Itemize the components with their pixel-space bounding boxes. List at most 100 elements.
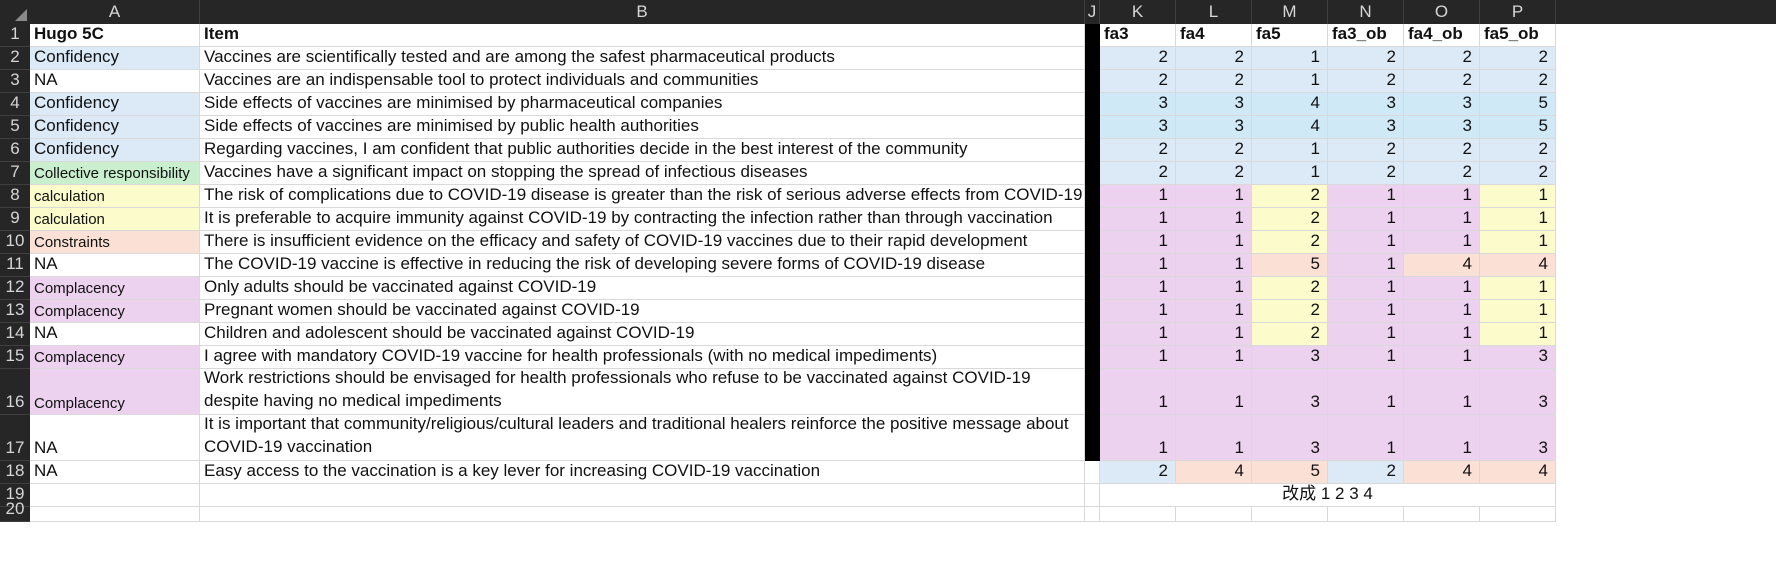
cell-p[interactable]: 1 (1480, 323, 1556, 346)
cell-o[interactable] (1404, 507, 1480, 522)
cell-k[interactable]: 3 (1100, 116, 1176, 139)
cell-j[interactable] (1085, 415, 1100, 461)
cell-m[interactable]: 4 (1252, 116, 1328, 139)
cell-m[interactable]: 2 (1252, 231, 1328, 254)
cell-n[interactable]: 1 (1328, 254, 1404, 277)
cell-p[interactable]: 1 (1480, 277, 1556, 300)
cell-n[interactable]: fa3_ob (1328, 24, 1404, 47)
cell-l[interactable]: 1 (1176, 208, 1252, 231)
cell-m[interactable]: 5 (1252, 461, 1328, 484)
cell-o[interactable]: 2 (1404, 162, 1480, 185)
cell-k[interactable]: 1 (1100, 208, 1176, 231)
cell-n[interactable] (1328, 507, 1404, 522)
cell-b[interactable]: Easy access to the vaccination is a key … (200, 461, 1085, 484)
cell-k[interactable]: 1 (1100, 277, 1176, 300)
cell-n[interactable]: 2 (1328, 461, 1404, 484)
cell-o[interactable]: 1 (1404, 231, 1480, 254)
cell-l[interactable]: 2 (1176, 70, 1252, 93)
cell-b[interactable] (200, 484, 1085, 507)
cell-m[interactable]: fa5 (1252, 24, 1328, 47)
cell-j[interactable] (1085, 24, 1100, 47)
cell-b[interactable]: The COVID-19 vaccine is effective in red… (200, 254, 1085, 277)
cell-k[interactable]: 1 (1100, 323, 1176, 346)
cell-l[interactable]: 3 (1176, 93, 1252, 116)
cell-m[interactable]: 5 (1252, 254, 1328, 277)
cell-k[interactable]: 1 (1100, 369, 1176, 415)
cell-b[interactable]: Side effects of vaccines are minimised b… (200, 93, 1085, 116)
cell-n[interactable]: 2 (1328, 162, 1404, 185)
row-header[interactable]: 2 (0, 47, 30, 70)
cell-m[interactable]: 3 (1252, 346, 1328, 369)
cell-n[interactable]: 1 (1328, 185, 1404, 208)
row-header[interactable]: 7 (0, 162, 30, 185)
cell-p[interactable]: 2 (1480, 162, 1556, 185)
cell-a[interactable]: Complacency (30, 369, 200, 415)
cell-p[interactable]: fa5_ob (1480, 24, 1556, 47)
cell-j[interactable] (1085, 162, 1100, 185)
cell-o[interactable]: 1 (1404, 415, 1480, 461)
cell-b[interactable]: There is insufficient evidence on the ef… (200, 231, 1085, 254)
cell-b[interactable]: I agree with mandatory COVID-19 vaccine … (200, 346, 1085, 369)
row-header[interactable]: 9 (0, 208, 30, 231)
cell-p[interactable]: 5 (1480, 116, 1556, 139)
row-header[interactable]: 17 (0, 415, 30, 461)
cell-n[interactable]: 2 (1328, 47, 1404, 70)
cell-o[interactable]: 1 (1404, 300, 1480, 323)
cell-b[interactable]: It is important that community/religious… (200, 415, 1085, 461)
cell-p[interactable]: 2 (1480, 139, 1556, 162)
cell-n[interactable]: 1 (1328, 415, 1404, 461)
cell-j[interactable] (1085, 323, 1100, 346)
cell-n[interactable]: 1 (1328, 277, 1404, 300)
cell-m[interactable]: 1 (1252, 47, 1328, 70)
cell-l[interactable]: 1 (1176, 346, 1252, 369)
cell-a[interactable]: NA (30, 323, 200, 346)
cell-n[interactable]: 1 (1328, 300, 1404, 323)
cell-b[interactable]: Item (200, 24, 1085, 47)
cell-o[interactable]: 4 (1404, 461, 1480, 484)
column-header-k[interactable]: K (1100, 0, 1176, 24)
row-header[interactable]: 16 (0, 369, 30, 415)
cell-m[interactable]: 4 (1252, 93, 1328, 116)
cell-o[interactable]: 1 (1404, 369, 1480, 415)
column-header-n[interactable]: N (1328, 0, 1404, 24)
cell-a[interactable]: Constraints (30, 231, 200, 254)
cell-l[interactable]: 1 (1176, 415, 1252, 461)
cell-n[interactable]: 1 (1328, 346, 1404, 369)
cell-l[interactable]: 2 (1176, 47, 1252, 70)
cell-b[interactable]: Work restrictions should be envisaged fo… (200, 369, 1085, 415)
cell-b[interactable] (200, 507, 1085, 522)
column-header-m[interactable]: M (1252, 0, 1328, 24)
cell-p[interactable] (1480, 507, 1556, 522)
cell-a[interactable] (30, 507, 200, 522)
cell-o[interactable]: 2 (1404, 139, 1480, 162)
cell-j[interactable] (1085, 277, 1100, 300)
column-header-p[interactable]: P (1480, 0, 1556, 24)
cell-j[interactable] (1085, 231, 1100, 254)
cell-l[interactable]: 2 (1176, 139, 1252, 162)
cell-b[interactable]: The risk of complications due to COVID-1… (200, 185, 1085, 208)
cell-o[interactable]: 1 (1404, 277, 1480, 300)
cell-a[interactable]: NA (30, 415, 200, 461)
cell-k[interactable]: 2 (1100, 139, 1176, 162)
cell-l[interactable]: 4 (1176, 461, 1252, 484)
row-header[interactable]: 19 (0, 484, 30, 507)
cell-k[interactable]: 1 (1100, 346, 1176, 369)
cell-j[interactable] (1085, 507, 1100, 522)
cell-p[interactable]: 1 (1480, 185, 1556, 208)
cell-o[interactable]: 1 (1404, 185, 1480, 208)
cell-p[interactable]: 1 (1480, 231, 1556, 254)
column-header-b[interactable]: B (200, 0, 1085, 24)
column-header-o[interactable]: O (1404, 0, 1480, 24)
cell-o[interactable]: 1 (1404, 208, 1480, 231)
cell-a[interactable]: Confidency (30, 47, 200, 70)
cell-n[interactable]: 3 (1328, 93, 1404, 116)
row-header[interactable]: 10 (0, 231, 30, 254)
cell-p[interactable]: 2 (1480, 47, 1556, 70)
cell-k[interactable]: 2 (1100, 70, 1176, 93)
cell-j[interactable] (1085, 208, 1100, 231)
cell-o[interactable]: fa4_ob (1404, 24, 1480, 47)
cell-a[interactable]: Confidency (30, 116, 200, 139)
cell-m[interactable]: 2 (1252, 300, 1328, 323)
cell-b[interactable]: Vaccines are scientifically tested and a… (200, 47, 1085, 70)
cell-l[interactable] (1176, 507, 1252, 522)
